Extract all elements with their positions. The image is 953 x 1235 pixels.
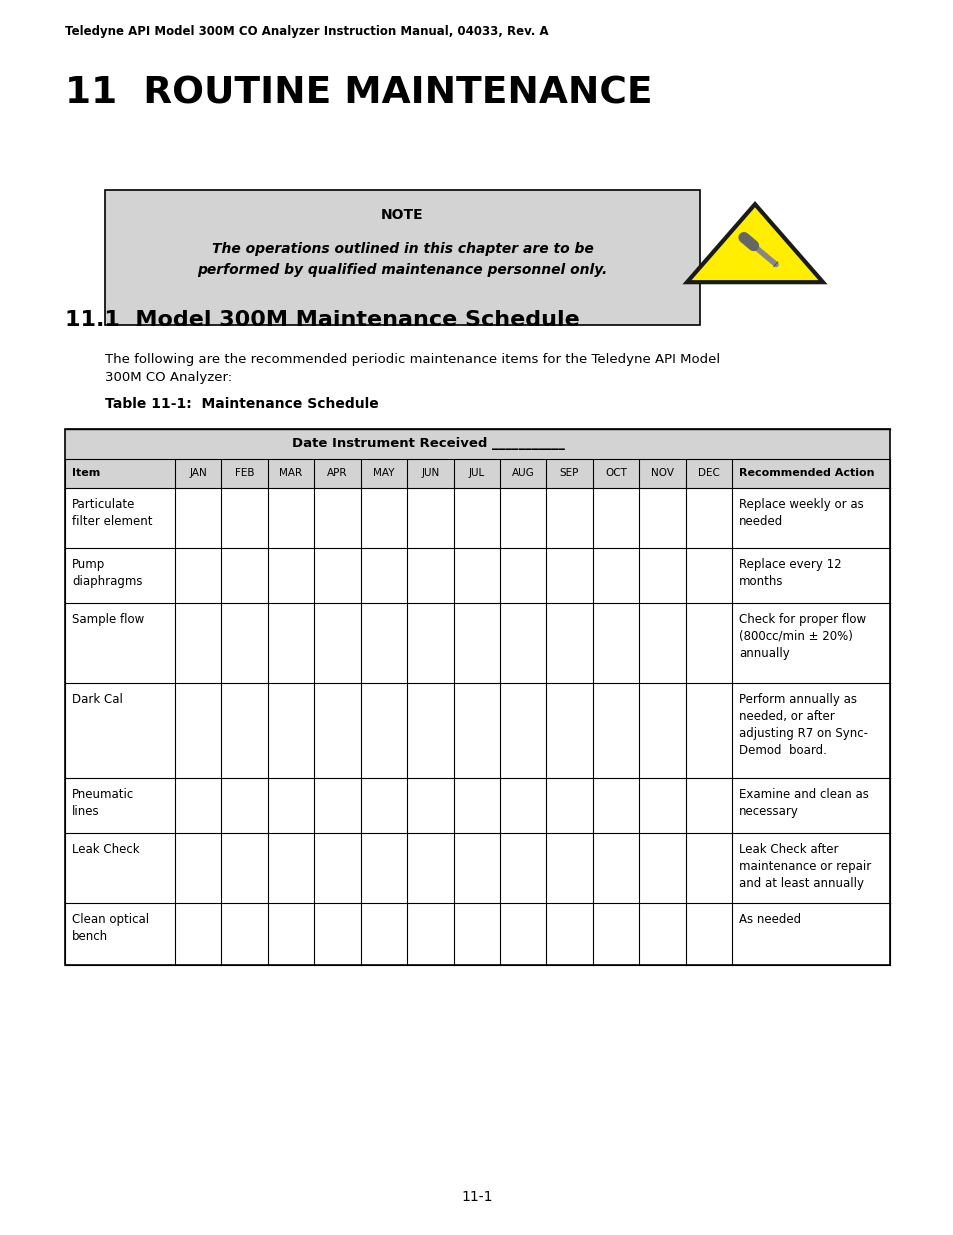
Bar [65, 429, 889, 458]
Text: NOTE: NOTE [381, 207, 423, 222]
Text: 11-1: 11-1 [460, 1191, 493, 1204]
Text: As needed: As needed [739, 913, 801, 926]
Text: Leak Check after
maintenance or repair
and at least annually: Leak Check after maintenance or repair a… [739, 844, 870, 890]
Text: Check for proper flow
(800cc/min ± 20%)
annually: Check for proper flow (800cc/min ± 20%) … [739, 613, 865, 659]
Text: 11  ROUTINE MAINTENANCE: 11 ROUTINE MAINTENANCE [65, 75, 652, 111]
Text: Pump
diaphragms: Pump diaphragms [71, 558, 142, 588]
Text: Particulate
filter element: Particulate filter element [71, 498, 152, 529]
Text: MAY: MAY [373, 468, 395, 478]
Text: Dark Cal: Dark Cal [71, 693, 123, 706]
Text: Leak Check: Leak Check [71, 844, 139, 856]
Text: AUG: AUG [511, 468, 534, 478]
Text: NOV: NOV [650, 468, 673, 478]
Text: Recommended Action: Recommended Action [739, 468, 874, 478]
Text: Examine and clean as
necessary: Examine and clean as necessary [739, 788, 868, 818]
Text: Table 11-1:  Maintenance Schedule: Table 11-1: Maintenance Schedule [105, 396, 378, 411]
Bar [65, 429, 889, 965]
Bar [65, 458, 889, 488]
Text: The operations outlined in this chapter are to be
performed by qualified mainten: The operations outlined in this chapter … [197, 242, 607, 277]
Text: Replace weekly or as
needed: Replace weekly or as needed [739, 498, 862, 529]
Text: SEP: SEP [559, 468, 578, 478]
Text: OCT: OCT [604, 468, 626, 478]
Text: DEC: DEC [698, 468, 719, 478]
Text: Perform annually as
needed, or after
adjusting R7 on Sync-
Demod  board.: Perform annually as needed, or after adj… [739, 693, 867, 757]
Text: Pneumatic
lines: Pneumatic lines [71, 788, 134, 818]
Bar [105, 190, 700, 325]
Text: Clean optical
bench: Clean optical bench [71, 913, 149, 944]
Text: Replace every 12
months: Replace every 12 months [739, 558, 841, 588]
Text: Sample flow: Sample flow [71, 613, 144, 626]
Text: FEB: FEB [234, 468, 254, 478]
Text: JAN: JAN [189, 468, 207, 478]
Polygon shape [686, 204, 822, 283]
Text: APR: APR [327, 468, 347, 478]
Text: The following are the recommended periodic maintenance items for the Teledyne AP: The following are the recommended period… [105, 353, 720, 384]
Text: JUL: JUL [468, 468, 484, 478]
Text: Teledyne API Model 300M CO Analyzer Instruction Manual, 04033, Rev. A: Teledyne API Model 300M CO Analyzer Inst… [65, 25, 548, 38]
Text: Date Instrument Received ___________: Date Instrument Received ___________ [292, 437, 564, 451]
Text: MAR: MAR [279, 468, 302, 478]
Text: JUN: JUN [420, 468, 439, 478]
Text: Item: Item [71, 468, 100, 478]
Text: 11.1  Model 300M Maintenance Schedule: 11.1 Model 300M Maintenance Schedule [65, 310, 579, 330]
